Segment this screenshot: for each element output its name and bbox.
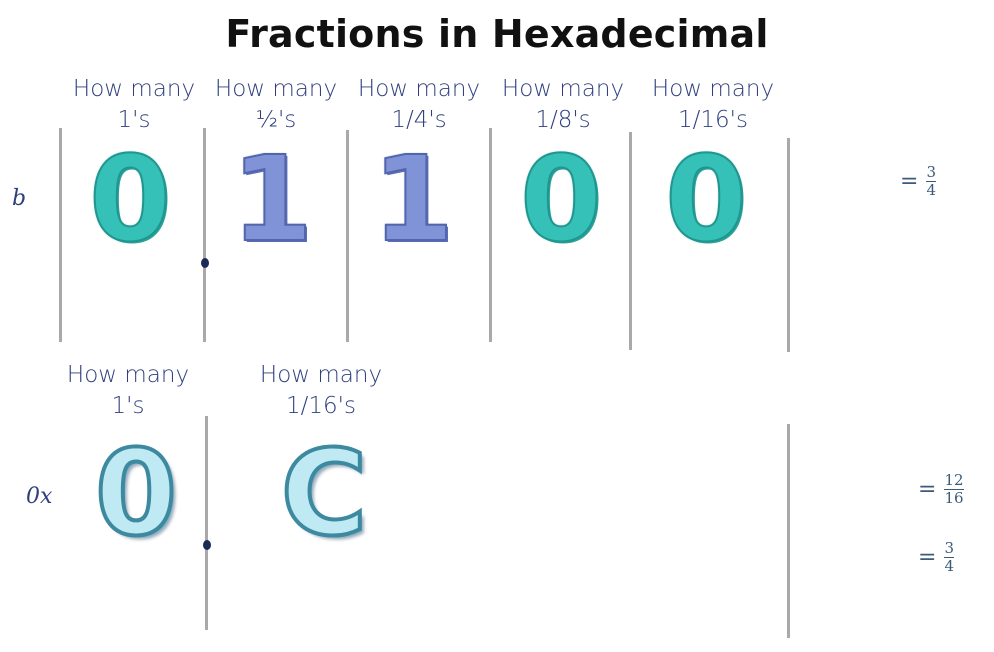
header-line1: How many: [72, 76, 196, 102]
denominator: 4: [944, 557, 954, 575]
denominator: 16: [944, 489, 964, 507]
header-line2: 1/8's: [535, 107, 591, 133]
column-divider: [59, 128, 62, 342]
fraction: 3 4: [944, 540, 954, 575]
binary-digit-quarters: 1: [371, 129, 455, 269]
fraction-bar: [944, 489, 964, 490]
binary-digit-eighths: 0: [519, 129, 603, 269]
header-line2: 1/16's: [678, 107, 748, 133]
header-line2: 1/16's: [286, 393, 356, 419]
header-line1: How many: [259, 362, 383, 388]
hex-prefix: 0x: [26, 484, 53, 509]
hex-result-raw: = 12 16: [918, 472, 964, 507]
denominator: 4: [926, 181, 936, 199]
binary-point: [201, 258, 209, 268]
binary-header-eighths: How many 1/8's: [493, 74, 633, 136]
column-divider: [489, 128, 492, 342]
column-divider: [787, 424, 790, 638]
fraction: 12 16: [944, 471, 964, 507]
column-divider: [787, 138, 790, 352]
hex-point: [203, 540, 211, 550]
binary-header-halves: How many ½'s: [206, 74, 346, 136]
hex-result-reduced: = 3 4: [918, 540, 954, 575]
header-line1: How many: [357, 76, 481, 102]
binary-digit-halves: 1: [230, 129, 314, 269]
binary-header-ones: How many 1's: [64, 74, 204, 136]
hex-digit-ones: 0: [93, 422, 179, 564]
binary-header-quarters: How many 1/4's: [349, 74, 489, 136]
header-line1: How many: [651, 76, 775, 102]
header-line1: How many: [214, 76, 338, 102]
fraction: 3 4: [926, 164, 936, 199]
binary-prefix: b: [12, 186, 27, 211]
header-line2: 1's: [117, 107, 151, 133]
binary-digit-ones: 0: [88, 129, 172, 269]
header-line1: How many: [66, 362, 190, 388]
hex-header-ones: How many 1's: [58, 360, 198, 422]
numerator: 3: [926, 163, 936, 181]
header-line1: How many: [501, 76, 625, 102]
header-line2: ½'s: [255, 107, 297, 133]
fraction-bar: [926, 181, 936, 182]
binary-header-sixteenths: How many 1/16's: [638, 74, 788, 136]
header-line2: 1's: [111, 393, 145, 419]
column-divider: [346, 130, 349, 342]
numerator: 12: [944, 471, 964, 489]
numerator: 3: [944, 539, 954, 557]
fraction-bar: [944, 557, 954, 558]
column-divider: [205, 416, 208, 630]
equals-sign: =: [918, 545, 937, 570]
header-line2: 1/4's: [391, 107, 447, 133]
binary-digit-sixteenths: 0: [664, 129, 748, 269]
hex-header-sixteenths: How many 1/16's: [246, 360, 396, 422]
column-divider: [203, 128, 206, 342]
column-divider: [629, 132, 632, 350]
page-title: Fractions in Hexadecimal: [225, 12, 769, 56]
equals-sign: =: [918, 477, 937, 502]
binary-result: = 3 4: [900, 164, 936, 199]
hex-digit-sixteenths: C: [279, 422, 370, 564]
equals-sign: =: [900, 169, 919, 194]
